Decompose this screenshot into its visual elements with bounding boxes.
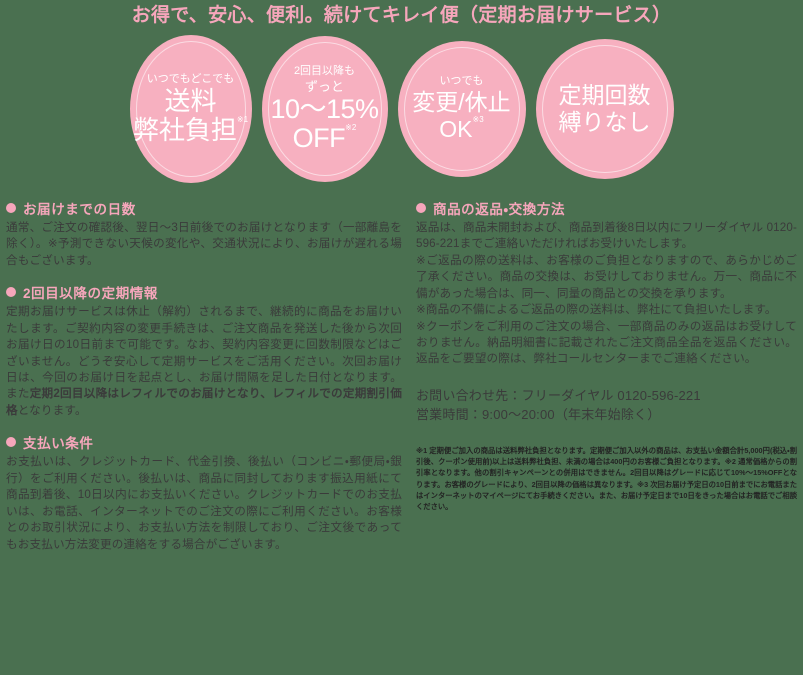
- returns-paragraph: 返品は、商品未開封および、商品到着後8日以内にフリーダイヤル 0120-596-…: [415, 220, 797, 251]
- section-subscription-info: 2回目以降の定期情報 定期お届けサービスは休止（解約）されるまで、継続的に商品を…: [6, 282, 402, 419]
- section-payment-terms-heading: 支払い条件: [6, 432, 402, 452]
- section-returns-exchanges-heading-text: 商品の返品・交換方法: [432, 201, 566, 217]
- benefit-badge-row: いつでもどこでも 送料 弊社負担 ※1 2回目以降も ずっと 10〜15% OF…: [0, 34, 803, 184]
- badge-2-line4: OFF: [292, 122, 346, 153]
- contact-phone-line: お問い合わせ先：フリーダイヤル 0120-596-221: [415, 387, 701, 403]
- badge-4-line1: 定期回数: [558, 82, 651, 109]
- badge-1-note: ※1: [236, 114, 249, 124]
- badge-1-line2: 送料: [164, 86, 217, 117]
- badge-1-line3: 弊社負担: [132, 114, 237, 145]
- returns-paragraph: ※クーポンをご利用のご注文の場合、一部商品のみの返品はお受けしておりません。納品…: [415, 319, 797, 366]
- section-delivery-days-heading: お届けまでの日数: [6, 198, 402, 218]
- benefit-badge-shipping-free: いつでもどこでも 送料 弊社負担 ※1: [129, 34, 252, 183]
- badge-2-line2: ずっと: [304, 79, 344, 95]
- section-subscription-info-body: 定期お届けサービスは休止（解約）されるまで、継続的に商品をお届けいたします。ご契…: [6, 304, 402, 419]
- subscription-body-bold: 定期2回目以降はレフィルでのお届けとなり、レフィルでの定期割引価格: [6, 387, 402, 417]
- contact-hours-line: 営業時間：9:00〜20:00（年末年始除く）: [415, 407, 661, 423]
- contact-info: お問い合わせ先：フリーダイヤル 0120-596-221 営業時間：9:00〜2…: [416, 386, 797, 425]
- badge-1-line1: いつでもどこでも: [146, 73, 235, 86]
- benefit-badge-change-pause: いつでも 変更/休止 OK ※3: [397, 40, 526, 177]
- footnotes-fineprint: ※1 定期便ご加入の商品は送料弊社負担となります。定期便ご加入以外の商品は、お支…: [415, 445, 797, 512]
- section-returns-exchanges-heading: 商品の返品・交換方法: [415, 198, 797, 218]
- badge-3-note: ※3: [472, 114, 484, 124]
- badge-3-line2: 変更/休止: [412, 89, 511, 116]
- returns-paragraph: ※ご返品の際の送料は、お客様のご負担となりますので、あらかじめご了承ください。商…: [415, 253, 797, 300]
- bullet-dot-icon: [6, 287, 16, 298]
- subscription-body-part2: となります。: [17, 403, 87, 417]
- bullet-dot-icon: [6, 437, 16, 448]
- section-payment-terms-heading-text: 支払い条件: [23, 436, 94, 452]
- bullet-dot-icon: [415, 202, 426, 213]
- badge-4-line2: 縛りなし: [558, 108, 651, 135]
- section-delivery-days-body: 通常、ご注文の確認後、翌日〜3日前後でのお届けとなります（一部離島を除く）。※予…: [6, 220, 402, 267]
- section-delivery-days-heading-text: お届けまでの日数: [23, 201, 136, 217]
- page-title: お得で、安心、便利。続けてキレイ便（定期お届けサービス）: [131, 5, 672, 26]
- returns-paragraph: ※商品の不備によるご返品の際の送料は、弊社にて負担いたします。: [415, 303, 777, 317]
- badge-2-line1: 2回目以降も: [293, 65, 356, 78]
- subscription-body-part1: 定期お届けサービスは休止（解約）されるまで、継続的に商品をお届けいたします。ご契…: [6, 305, 402, 401]
- section-payment-terms: 支払い条件 お支払いは、クレジットカード、代金引換、後払い（コンビニ・郵便局・銀…: [6, 432, 402, 553]
- badge-3-line3: OK: [439, 115, 473, 142]
- badge-2-line3: 10〜15%: [270, 94, 379, 125]
- section-returns-exchanges: 商品の返品・交換方法 返品は、商品未開封および、商品到着後8日以内にフリーダイヤ…: [415, 198, 797, 368]
- left-column: お届けまでの日数 通常、ご注文の確認後、翌日〜3日前後でのお届けとなります（一部…: [6, 198, 402, 566]
- bullet-dot-icon: [6, 202, 16, 213]
- benefit-badge-no-minimum: 定期回数 縛りなし: [535, 38, 674, 179]
- right-column: 商品の返品・交換方法 返品は、商品未開封および、商品到着後8日以内にフリーダイヤ…: [415, 198, 797, 566]
- info-columns: お届けまでの日数 通常、ご注文の確認後、翌日〜3日前後でのお届けとなります（一部…: [0, 184, 803, 566]
- section-delivery-days: お届けまでの日数 通常、ご注文の確認後、翌日〜3日前後でのお届けとなります（一部…: [6, 198, 402, 269]
- benefit-badge-discount: 2回目以降も ずっと 10〜15% OFF ※2: [261, 35, 388, 182]
- section-payment-terms-body: お支払いは、クレジットカード、代金引換、後払い（コンビニ・郵便局・銀行）をご利用…: [6, 455, 402, 551]
- badge-2-note: ※2: [345, 122, 357, 132]
- badge-3-line1: いつでも: [439, 75, 484, 88]
- section-subscription-info-heading: 2回目以降の定期情報: [6, 282, 402, 302]
- section-subscription-info-heading-text: 2回目以降の定期情報: [23, 286, 159, 302]
